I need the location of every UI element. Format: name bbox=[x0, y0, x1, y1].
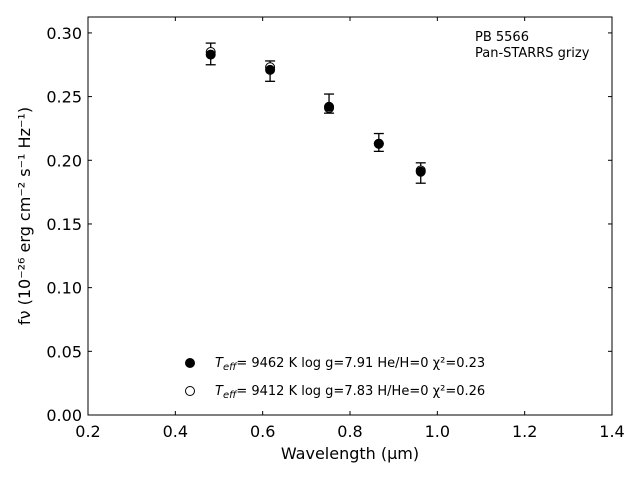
y-tick-label: 0.05 bbox=[46, 342, 82, 361]
plot-area bbox=[205, 42, 426, 184]
annotation-survey: Pan-STARRS grizy bbox=[475, 46, 590, 61]
legend-teff-symbol: T bbox=[215, 356, 224, 371]
annotation-object-name: PB 5566 bbox=[475, 30, 529, 45]
axis-ticks: 0.2 0.4 0.6 0.8 1.0 1.2 1.4 0.00 0.05 0.10 0.15 0.2… bbox=[46, 17, 625, 441]
model-point-he-h bbox=[324, 101, 335, 112]
y-tick-label: 0.25 bbox=[46, 88, 82, 107]
model-point-he-h bbox=[265, 64, 276, 75]
y-axis-title-text: fν (10⁻²⁶ erg cm⁻² s⁻¹ Hz⁻¹) bbox=[15, 107, 34, 325]
x-tick-label: 0.6 bbox=[250, 422, 275, 441]
legend-entry-text: = 9462 K log g=7.91 He/H=0 χ²=0.23 bbox=[236, 356, 485, 371]
y-tick-label: 0.00 bbox=[46, 406, 82, 425]
legend-marker-open bbox=[185, 386, 195, 396]
model-point-he-h bbox=[415, 166, 426, 177]
legend-entry-h-he: Teff= 9412 K log g=7.83 H/He=0 χ²=0.26 bbox=[215, 384, 485, 401]
x-tick-label: 0.2 bbox=[75, 422, 100, 441]
legend-teff-subscript: eff bbox=[223, 362, 238, 373]
legend-teff-symbol: T bbox=[215, 384, 224, 399]
y-tick-label: 0.30 bbox=[46, 24, 82, 43]
x-tick-label: 0.8 bbox=[337, 422, 362, 441]
y-axis-title: fν (10⁻²⁶ erg cm⁻² s⁻¹ Hz⁻¹) bbox=[15, 107, 34, 325]
x-axis-title: Wavelength (μm) bbox=[281, 444, 419, 463]
y-tick-label: 0.20 bbox=[46, 151, 82, 170]
legend: Teff= 9462 K log g=7.91 He/H=0 χ²=0.23 T… bbox=[185, 356, 485, 401]
y-tick-label: 0.10 bbox=[46, 279, 82, 298]
legend-marker-filled bbox=[185, 358, 195, 368]
legend-teff-subscript: eff bbox=[223, 390, 238, 401]
model-point-he-h bbox=[205, 49, 216, 60]
legend-entry-text: = 9412 K log g=7.83 H/He=0 χ²=0.26 bbox=[236, 384, 485, 399]
x-tick-label: 1.4 bbox=[599, 422, 624, 441]
x-tick-label: 1.2 bbox=[512, 422, 537, 441]
x-tick-label: 1.0 bbox=[425, 422, 450, 441]
model-point-he-h bbox=[373, 138, 384, 149]
legend-entry-he-h: Teff= 9462 K log g=7.91 He/H=0 χ²=0.23 bbox=[215, 356, 485, 373]
x-tick-label: 0.4 bbox=[163, 422, 188, 441]
y-tick-label: 0.15 bbox=[46, 215, 82, 234]
